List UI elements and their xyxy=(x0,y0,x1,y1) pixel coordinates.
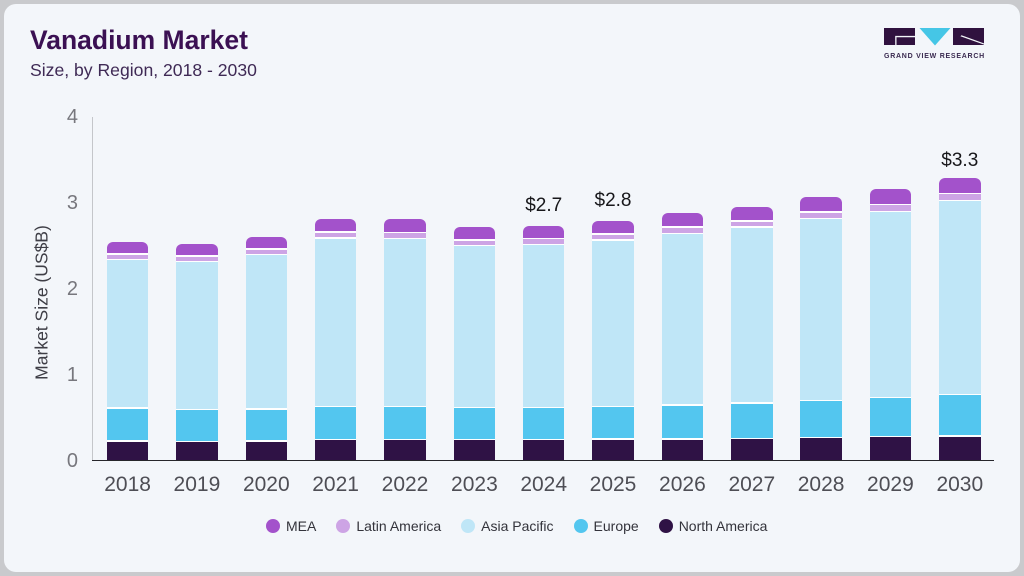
svg-text:GRAND VIEW RESEARCH: GRAND VIEW RESEARCH xyxy=(884,53,985,60)
